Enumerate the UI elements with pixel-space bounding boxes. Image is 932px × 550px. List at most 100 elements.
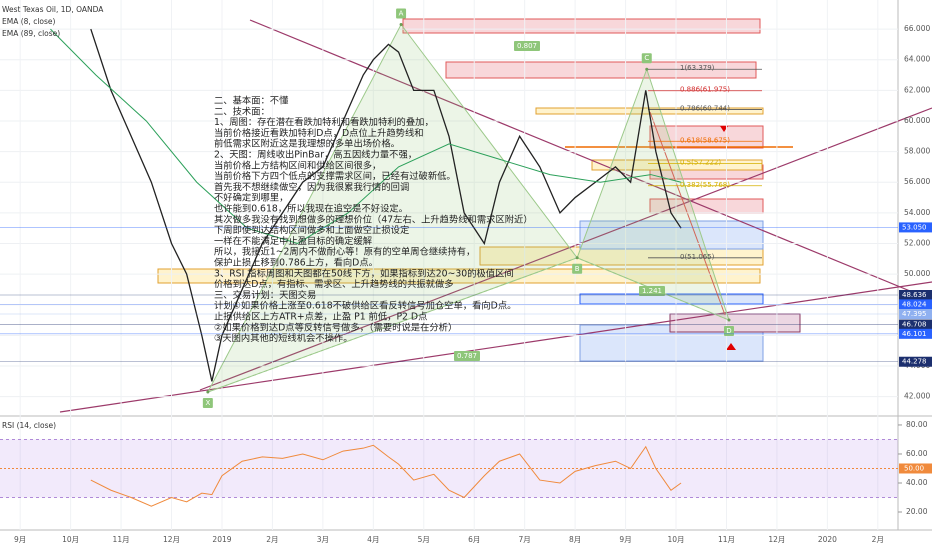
ratio-box bbox=[454, 351, 480, 361]
price-label-box bbox=[899, 290, 932, 301]
note-line: 计划①如果价格上涨至0.618不破供给区看反转信号加仓空单，看向D点。 bbox=[214, 300, 516, 312]
supply-zone bbox=[649, 125, 764, 149]
pattern-point bbox=[206, 390, 210, 394]
price-label-box bbox=[899, 356, 932, 367]
note-line: 一样在不能满足中止盈目标的确定缓解 bbox=[214, 235, 372, 247]
x-tick-label: 12月 bbox=[163, 535, 180, 544]
note-line: ③天图内其他的短线机会不操作。 bbox=[214, 332, 353, 344]
structure-zone bbox=[157, 268, 761, 284]
x-tick-label: 7月 bbox=[519, 535, 531, 544]
x-tick-label: 5月 bbox=[418, 535, 430, 544]
x-tick-label: 9月 bbox=[14, 535, 26, 544]
y-tick-label: 52.000 bbox=[904, 238, 930, 247]
note-line: 价格到达D点，有指标、需求区、上升趋势线的共振就做多 bbox=[214, 278, 454, 290]
y-tick-label: 54.000 bbox=[904, 208, 930, 217]
fib-label: 1(63.379) bbox=[680, 64, 715, 72]
pattern-label: C bbox=[644, 54, 649, 62]
x-tick-label: 2020 bbox=[818, 535, 837, 544]
rsi-tick-label: 20.00 bbox=[906, 507, 928, 516]
y-tick-label: 56.000 bbox=[904, 177, 930, 186]
rsi-title: RSI (14, close) bbox=[2, 421, 56, 430]
x-tick-label: 6月 bbox=[468, 535, 480, 544]
x-tick-label: 2019 bbox=[212, 535, 231, 544]
buy-arrow bbox=[726, 343, 736, 350]
demand-zone bbox=[579, 220, 764, 250]
note-line: 其次做多我没有找到想做多的理想价位（47左右、上升趋势线和需求区附近） bbox=[214, 213, 533, 225]
note-line: 2、天图：周线收出PinBar，高五因线力量不强， bbox=[214, 149, 417, 161]
price-label-box bbox=[899, 309, 932, 320]
pattern-point bbox=[645, 67, 649, 71]
ratio-box bbox=[514, 41, 540, 51]
pattern-point bbox=[727, 318, 731, 322]
x-tick-label: 3月 bbox=[317, 535, 329, 544]
y-tick-label: 64.000 bbox=[904, 55, 930, 64]
rsi-mid-box bbox=[899, 463, 932, 474]
fib-label: 0.618(58.675) bbox=[680, 136, 730, 144]
rsi-mid-label: 50.00 bbox=[904, 464, 924, 472]
price-label: 44.278 bbox=[902, 358, 927, 366]
ratio-label: 1.241 bbox=[642, 287, 662, 295]
pattern-point bbox=[399, 23, 403, 27]
x-tick-label: 9月 bbox=[619, 535, 631, 544]
ratio-label: 0.787 bbox=[457, 352, 477, 360]
trendline bbox=[199, 107, 932, 391]
legend-entry: EMA (89, close) bbox=[2, 29, 60, 38]
note-line: 首先我不想继续做空，因为我很累我行情的回调 bbox=[214, 181, 409, 193]
trendline bbox=[249, 19, 932, 301]
series-line bbox=[90, 28, 682, 382]
x-tick-label: 11月 bbox=[113, 535, 130, 544]
x-tick-label: 12月 bbox=[768, 535, 785, 544]
note-line: 当前价格接近看跌加特利D点，D点位上升趋势线和 bbox=[214, 127, 424, 139]
x-tick-label: 11月 bbox=[718, 535, 735, 544]
x-tick-label: 2月 bbox=[266, 535, 278, 544]
zones bbox=[157, 18, 801, 362]
note-line: ②如果价格到达D点等反转信号做多，（需要时说是在分析） bbox=[214, 321, 457, 333]
pattern-point bbox=[575, 256, 579, 260]
pattern-label: D bbox=[726, 327, 731, 335]
note-line: 1、周图：存在潜在看跌加特利和看跌加特利的叠加， bbox=[214, 116, 434, 128]
x-tick-label: 4月 bbox=[367, 535, 379, 544]
projection-arrow bbox=[649, 111, 726, 316]
x-tick-label: 2月 bbox=[872, 535, 884, 544]
note-line: 也许能到0.618，所以我现在追空是不好设定。 bbox=[214, 203, 408, 215]
note-line: 二、技术面： bbox=[214, 105, 270, 117]
note-line: 不好确定到哪里， bbox=[214, 192, 288, 204]
price-label: 48.024 bbox=[902, 300, 927, 308]
fib-label: 0.5(57.222) bbox=[680, 159, 721, 167]
rsi-tick-label: 40.00 bbox=[906, 478, 928, 487]
pattern-label: B bbox=[575, 265, 580, 273]
x-tick-label: 8月 bbox=[569, 535, 581, 544]
pattern-label-box bbox=[641, 53, 652, 64]
y-tick-label: 42.000 bbox=[904, 392, 930, 401]
note-line: 当前价格下方四个低点的支撑需求区间，已经有过破新低。 bbox=[214, 170, 456, 182]
rsi-tick-label: 80.00 bbox=[906, 420, 928, 429]
pattern-leg bbox=[206, 23, 578, 393]
rsi-line bbox=[90, 444, 682, 507]
note-line: 保护止损上移到0.786上方，看向D点。 bbox=[214, 257, 378, 269]
note-line: 当前价格上方结构区间和供给区间很多， bbox=[214, 159, 381, 171]
pattern-label: X bbox=[205, 399, 210, 407]
chart-title: West Texas Oil, 1D, OANDA bbox=[2, 5, 104, 14]
price-label-box bbox=[899, 319, 932, 330]
supply-zone bbox=[402, 18, 761, 34]
trendlines bbox=[59, 19, 932, 413]
y-tick-label: 50.000 bbox=[904, 269, 930, 278]
note-line: 三、交易计划：天图交易 bbox=[214, 289, 316, 301]
price-label: 46.101 bbox=[902, 330, 927, 338]
price-label-box bbox=[899, 328, 932, 339]
price-label-box bbox=[899, 222, 932, 233]
price-label: 47.395 bbox=[902, 310, 927, 318]
rsi-tick-label: 60.00 bbox=[906, 449, 928, 458]
pattern-label: A bbox=[399, 10, 404, 18]
note-line: 止损供给区上方ATR+点差，止盈 P1 前低，P2 D点 bbox=[214, 311, 427, 323]
note-line: 前低需求区附近这是我理想的多单出场价格。 bbox=[214, 138, 400, 150]
target-zone bbox=[669, 313, 801, 333]
fib-label: 0.382(55.768) bbox=[680, 181, 730, 189]
pattern-label-box bbox=[202, 398, 213, 409]
price-label: 46.708 bbox=[902, 321, 927, 329]
note-line: 下周即使到达结构区间做多和上面做空止损设定 bbox=[214, 224, 409, 236]
price-label-box bbox=[899, 299, 932, 310]
price-label: 48.636 bbox=[902, 291, 927, 299]
